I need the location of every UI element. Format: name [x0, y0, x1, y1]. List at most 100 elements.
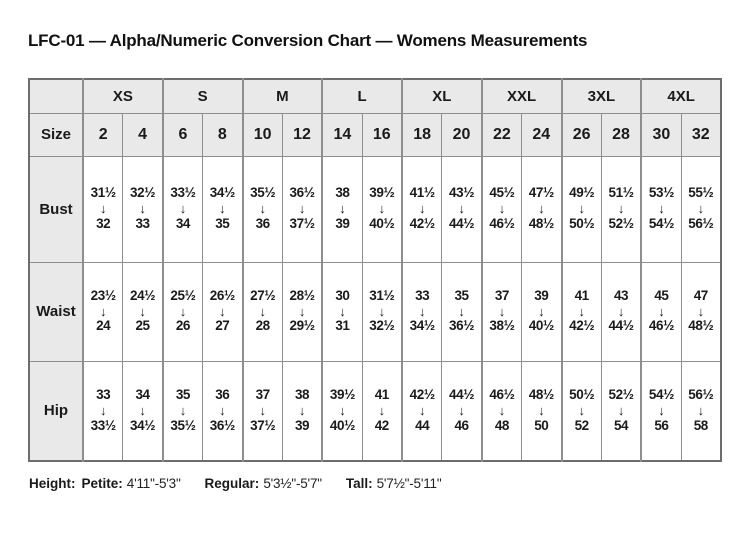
height-label: Height:: [29, 476, 76, 491]
range-to: 25: [135, 318, 150, 334]
measurement-range: 45½ ↓ 46½: [483, 185, 521, 232]
measurement-cell: 34 ↓ 34½: [122, 360, 164, 462]
measurement-cell: 37 ↓ 37½: [241, 360, 283, 462]
measurement-cell: 45 ↓ 46½: [640, 261, 682, 362]
numeric-size-cell: 32: [680, 112, 722, 157]
measurement-cell: 32½ ↓ 33: [122, 155, 164, 263]
alpha-size-header-3xl: 3XL: [560, 78, 642, 114]
alpha-size-row: XS S M L XL XXL 3XL 4XL: [28, 78, 722, 114]
measurement-cell: 35 ↓ 35½: [161, 360, 204, 462]
range-to: 33½: [90, 417, 116, 433]
size-row-label: Size: [28, 112, 84, 157]
measurement-range: 47 ↓ 48½: [682, 288, 720, 335]
measurement-range: 38 ↓ 39: [323, 185, 361, 232]
measurement-cell: 42½ ↓ 44: [401, 360, 443, 462]
measurement-cell: 36½ ↓ 37½: [281, 155, 323, 263]
measurement-cell: 44½ ↓ 46: [441, 360, 483, 462]
down-arrow-icon: ↓: [378, 402, 386, 418]
range-from: 48½: [528, 387, 554, 403]
measurement-cell: 38 ↓ 39: [321, 155, 363, 263]
measurement-cell: 50½ ↓ 52: [560, 360, 602, 462]
range-from: 51½: [608, 185, 634, 201]
tall-value: 5'7½"-5'11": [376, 476, 442, 491]
down-arrow-icon: ↓: [219, 303, 226, 319]
range-from: 54½: [648, 387, 674, 403]
down-arrow-icon: ↓: [179, 201, 187, 217]
range-from: 28½: [289, 287, 315, 303]
alpha-size-header-xl: XL: [401, 78, 483, 114]
range-to: 52½: [608, 215, 634, 231]
measurement-range: 48½ ↓ 50: [522, 387, 560, 434]
measurement-cell: 24½ ↓ 25: [122, 261, 164, 362]
range-from: 45½: [489, 185, 515, 201]
numeric-size-cell: 26: [560, 112, 602, 157]
measurement-range: 51½ ↓ 52½: [602, 185, 640, 232]
range-from: 49½: [569, 185, 595, 201]
range-to: 36½: [449, 318, 475, 334]
measurement-cell: 26½ ↓ 27: [202, 261, 243, 362]
range-from: 42½: [409, 387, 435, 403]
measurement-cell: 46½ ↓ 48: [480, 360, 523, 462]
range-to: 48½: [688, 318, 714, 334]
down-arrow-icon: ↓: [378, 303, 386, 319]
measurement-cell: 51½ ↓ 52½: [600, 155, 642, 263]
range-from: 39½: [369, 185, 395, 201]
down-arrow-icon: ↓: [578, 201, 585, 217]
down-arrow-icon: ↓: [139, 402, 146, 418]
range-to: 34: [175, 215, 191, 231]
range-to: 44½: [449, 215, 475, 231]
range-to: 27: [215, 318, 230, 334]
down-arrow-icon: ↓: [179, 402, 187, 418]
range-from: 47½: [528, 185, 554, 201]
measurement-cell: 56½ ↓ 58: [680, 360, 722, 462]
down-arrow-icon: ↓: [418, 303, 426, 319]
range-from: 26½: [209, 287, 235, 303]
down-arrow-icon: ↓: [538, 303, 545, 319]
row-label-bust: Bust: [28, 155, 84, 263]
range-from: 31½: [90, 185, 116, 201]
measurement-range: 46½ ↓ 48: [483, 387, 521, 434]
numeric-size-cell: 4: [122, 112, 164, 157]
down-arrow-icon: ↓: [658, 303, 665, 319]
range-to: 44½: [608, 318, 634, 334]
measurement-range: 34½ ↓ 35: [203, 185, 241, 232]
measurement-cell: 39 ↓ 40½: [521, 261, 562, 362]
down-arrow-icon: ↓: [458, 402, 465, 418]
height-footnote: Height: Petite: 4'11"-5'3" Regular: 5'3½…: [29, 476, 465, 491]
range-to: 46½: [648, 318, 674, 334]
range-to: 46: [454, 417, 469, 433]
measurement-range: 31½ ↓ 32: [84, 185, 122, 232]
measurement-cell: 41½ ↓ 42½: [401, 155, 443, 263]
measurement-cell: 47½ ↓ 48½: [521, 155, 562, 263]
measurement-cell: 52½ ↓ 54: [600, 360, 642, 462]
range-to: 26: [175, 318, 191, 334]
measurement-range: 30 ↓ 31: [323, 288, 361, 335]
down-arrow-icon: ↓: [538, 201, 545, 217]
range-to: 42: [374, 417, 390, 433]
measurement-range: 55½ ↓ 56½: [682, 185, 720, 232]
range-to: 28: [255, 318, 271, 334]
down-arrow-icon: ↓: [538, 402, 545, 418]
range-from: 33½: [170, 185, 196, 201]
down-arrow-icon: ↓: [298, 201, 306, 217]
measurement-cell: 34½ ↓ 35: [202, 155, 243, 263]
range-from: 31½: [369, 287, 395, 303]
range-from: 27½: [250, 287, 276, 303]
range-to: 32: [96, 215, 111, 231]
numeric-size-cell: 20: [441, 112, 483, 157]
numeric-size-cell: 2: [82, 112, 124, 157]
height-entry-tall: Tall: 5'7½"-5'11": [346, 476, 442, 491]
range-to: 32½: [369, 318, 395, 334]
down-arrow-icon: ↓: [498, 303, 506, 319]
down-arrow-icon: ↓: [259, 303, 266, 319]
numeric-size-cell: 28: [600, 112, 642, 157]
measurement-cell: 35½ ↓ 36: [241, 155, 283, 263]
range-from: 45: [654, 287, 669, 303]
range-to: 54½: [648, 215, 674, 231]
measurement-range: 39½ ↓ 40½: [363, 185, 401, 232]
range-to: 50: [534, 417, 549, 433]
range-to: 56: [654, 417, 669, 433]
range-from: 41: [374, 387, 390, 403]
alpha-size-header-s: S: [161, 78, 243, 114]
range-to: 40½: [329, 417, 355, 433]
